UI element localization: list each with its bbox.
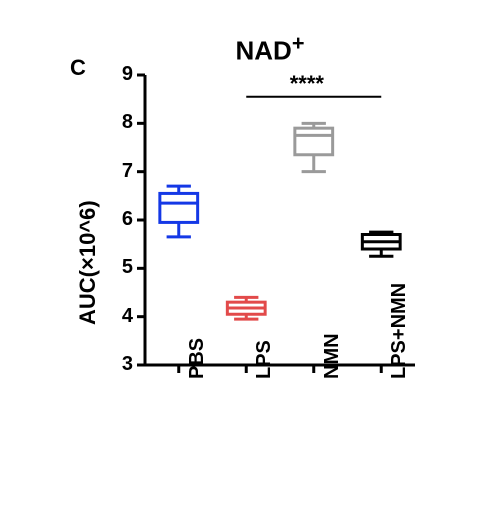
boxplot-chart: [0, 0, 500, 530]
significance-label: ****: [290, 71, 324, 97]
y-tick: 8: [107, 111, 133, 134]
y-tick: 7: [107, 160, 133, 183]
x-tick: NMN: [321, 333, 344, 379]
x-tick: LPS: [253, 340, 276, 379]
y-tick: 5: [107, 256, 133, 279]
y-tick: 4: [107, 305, 133, 328]
y-tick: 9: [107, 63, 133, 86]
y-tick: 3: [107, 353, 133, 376]
figure-panel: C NAD+ AUC(×10^6) 3456789 PBSLPSNMNLPS+N…: [0, 0, 500, 530]
y-tick: 6: [107, 208, 133, 231]
x-tick: PBS: [186, 338, 209, 379]
x-tick: LPS+NMN: [388, 283, 411, 379]
